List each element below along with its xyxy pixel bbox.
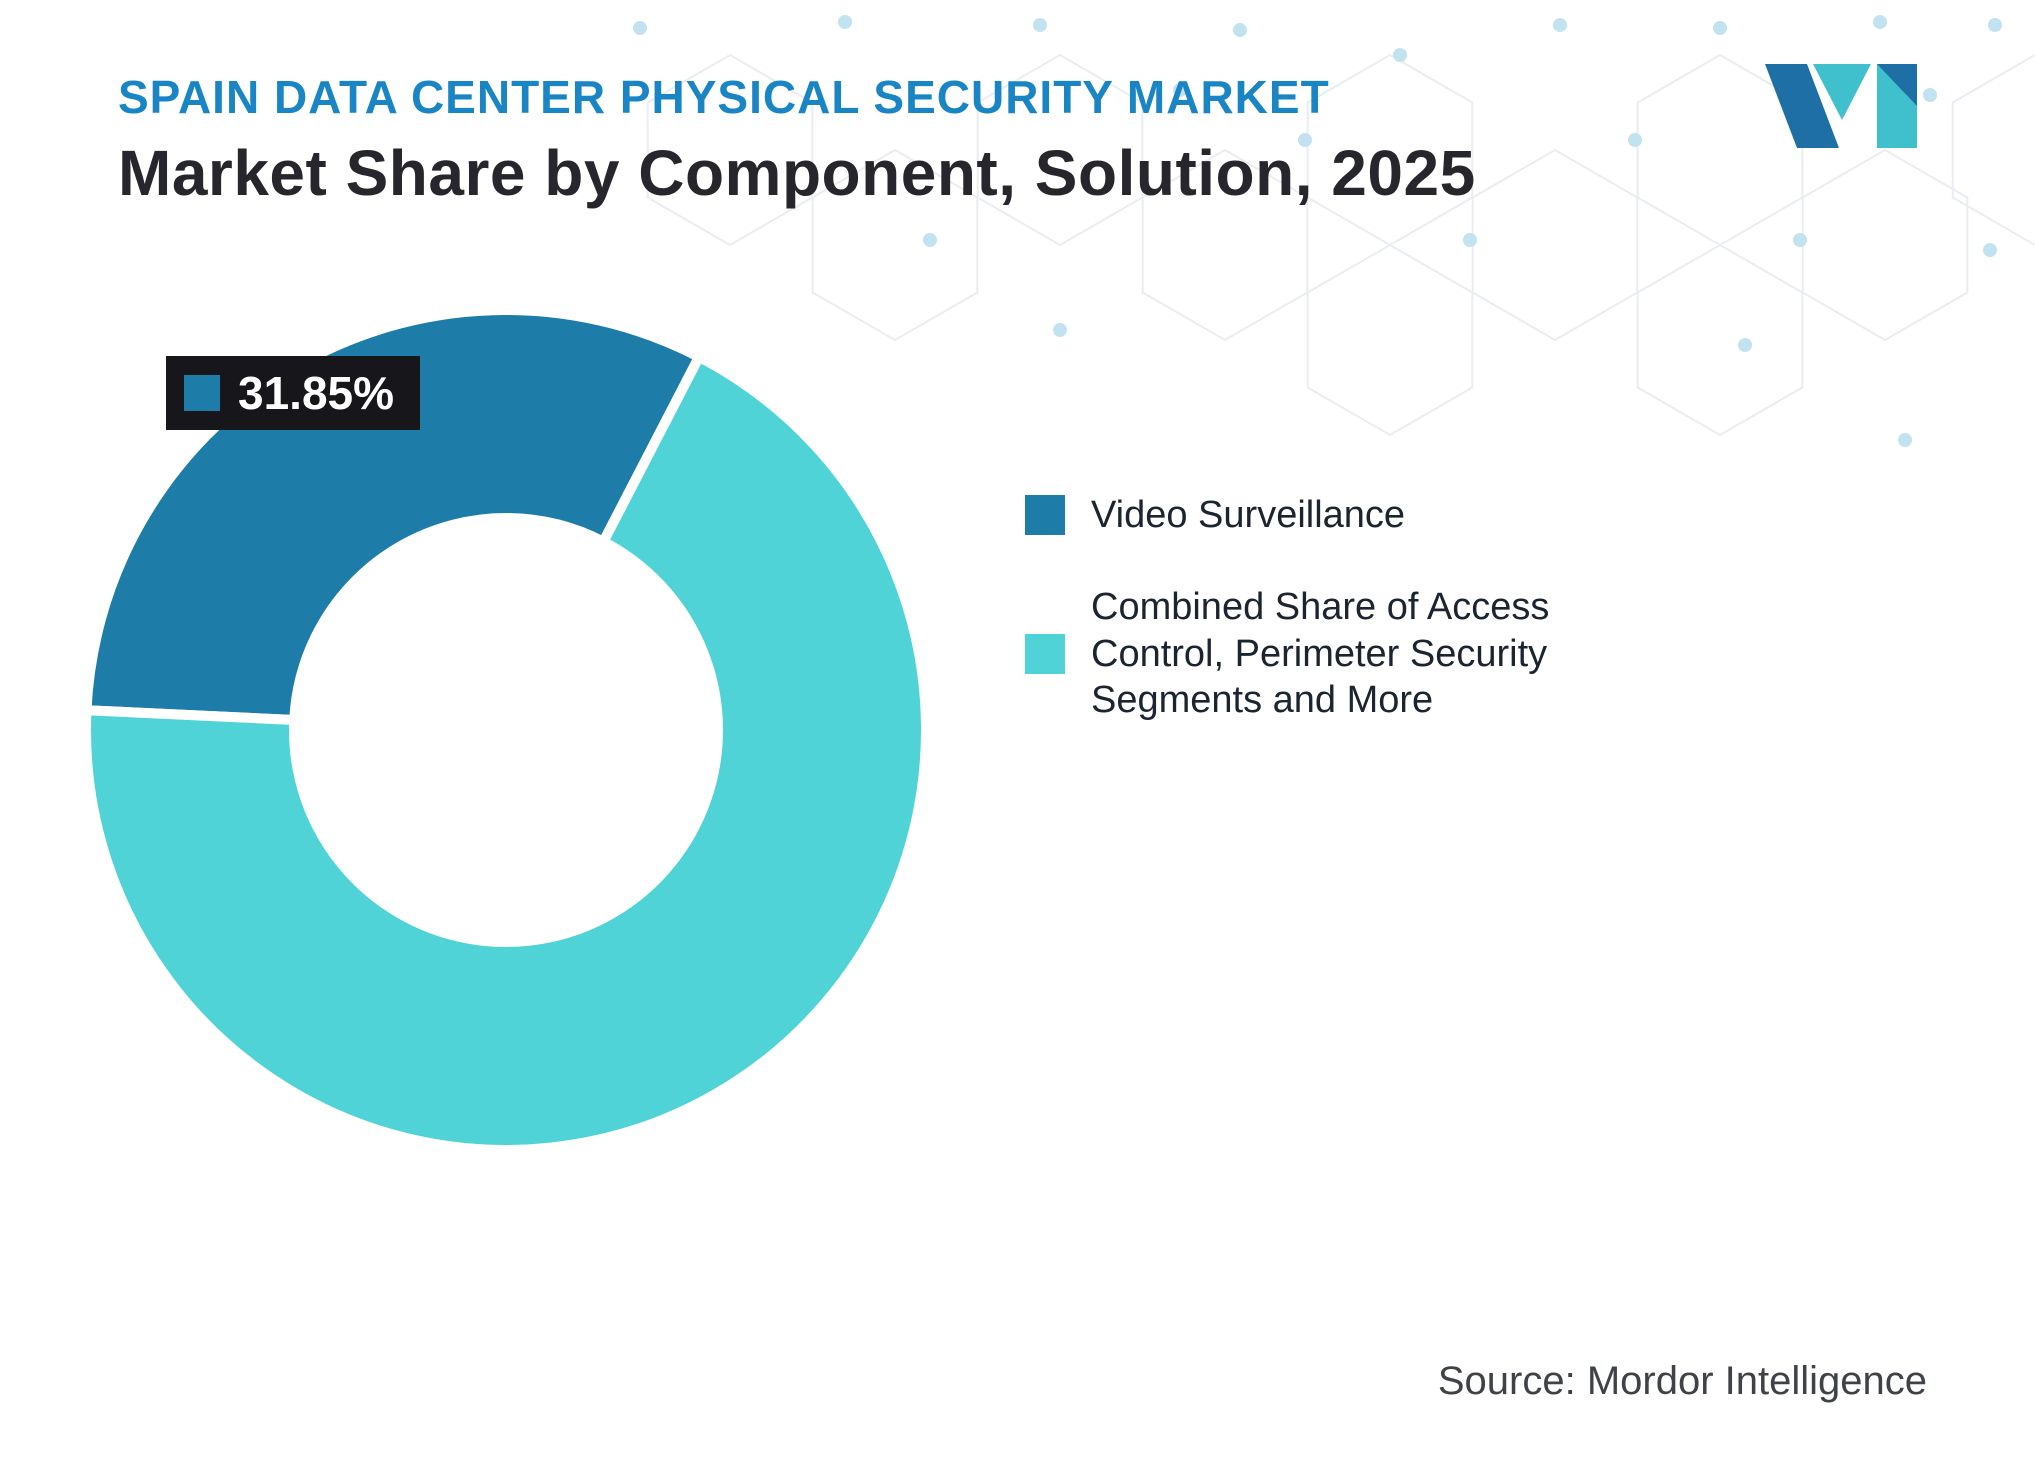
data-label-value: 31.85% bbox=[238, 367, 395, 419]
pattern-dot bbox=[1233, 23, 1247, 37]
pattern-dot bbox=[633, 21, 647, 35]
pattern-dot bbox=[1033, 18, 1047, 32]
pattern-dot bbox=[1463, 233, 1477, 247]
pattern-dot bbox=[1553, 18, 1567, 32]
pattern-dot bbox=[1173, 83, 1187, 97]
header: SPAIN DATA CENTER PHYSICAL SECURITY MARK… bbox=[118, 70, 1476, 210]
hex-outline bbox=[1471, 148, 1639, 342]
hex-outline bbox=[646, 53, 814, 247]
pattern-dot bbox=[1983, 243, 1997, 257]
pattern-dot bbox=[1873, 15, 1887, 29]
hex-outline bbox=[1306, 243, 1474, 437]
pattern-dot bbox=[1988, 18, 2002, 32]
legend-swatch-combined-share bbox=[1025, 633, 1065, 674]
pattern-dot bbox=[1628, 133, 1642, 147]
pattern-dot bbox=[1393, 48, 1407, 62]
hex-outline bbox=[1951, 53, 2035, 247]
pattern-dot bbox=[1898, 433, 1912, 447]
legend-item-video-surveillance: Video Surveillance bbox=[1025, 492, 1591, 538]
pattern-dot bbox=[923, 233, 937, 247]
hex-outline bbox=[1801, 148, 1969, 342]
pattern-dot bbox=[1738, 338, 1752, 352]
hex-pattern-background bbox=[633, 15, 2035, 447]
pattern-dot bbox=[1793, 233, 1807, 247]
hex-outline bbox=[976, 53, 1144, 247]
hex-outline bbox=[1636, 243, 1804, 437]
badge-series-swatch bbox=[184, 375, 220, 411]
source-attribution: Source: Mordor Intelligence bbox=[1437, 1359, 1927, 1403]
legend-item-combined-share: Combined Share of Access Control, Perime… bbox=[1025, 584, 1591, 723]
legend-swatch-video-surveillance bbox=[1025, 495, 1065, 536]
pattern-dot bbox=[838, 15, 852, 29]
chart-legend: Video Surveillance Combined Share of Acc… bbox=[1025, 492, 1591, 723]
donut-segment bbox=[81, 351, 931, 1155]
legend-label: Video Surveillance bbox=[1091, 494, 1406, 536]
pattern-dot bbox=[1298, 133, 1312, 147]
report-eyebrow: SPAIN DATA CENTER PHYSICAL SECURITY MARK… bbox=[118, 71, 1330, 123]
legend-label: Combined Share of Access Control, Perime… bbox=[1091, 586, 1550, 722]
data-label-badge: 31.85% bbox=[166, 356, 421, 430]
mordor-intelligence-logo-icon bbox=[1765, 64, 1917, 148]
pattern-dot bbox=[1713, 21, 1727, 35]
page-title: Market Share by Component, Solution, 202… bbox=[118, 137, 1476, 209]
pattern-dot bbox=[1053, 323, 1067, 337]
pattern-dot bbox=[1923, 88, 1937, 102]
